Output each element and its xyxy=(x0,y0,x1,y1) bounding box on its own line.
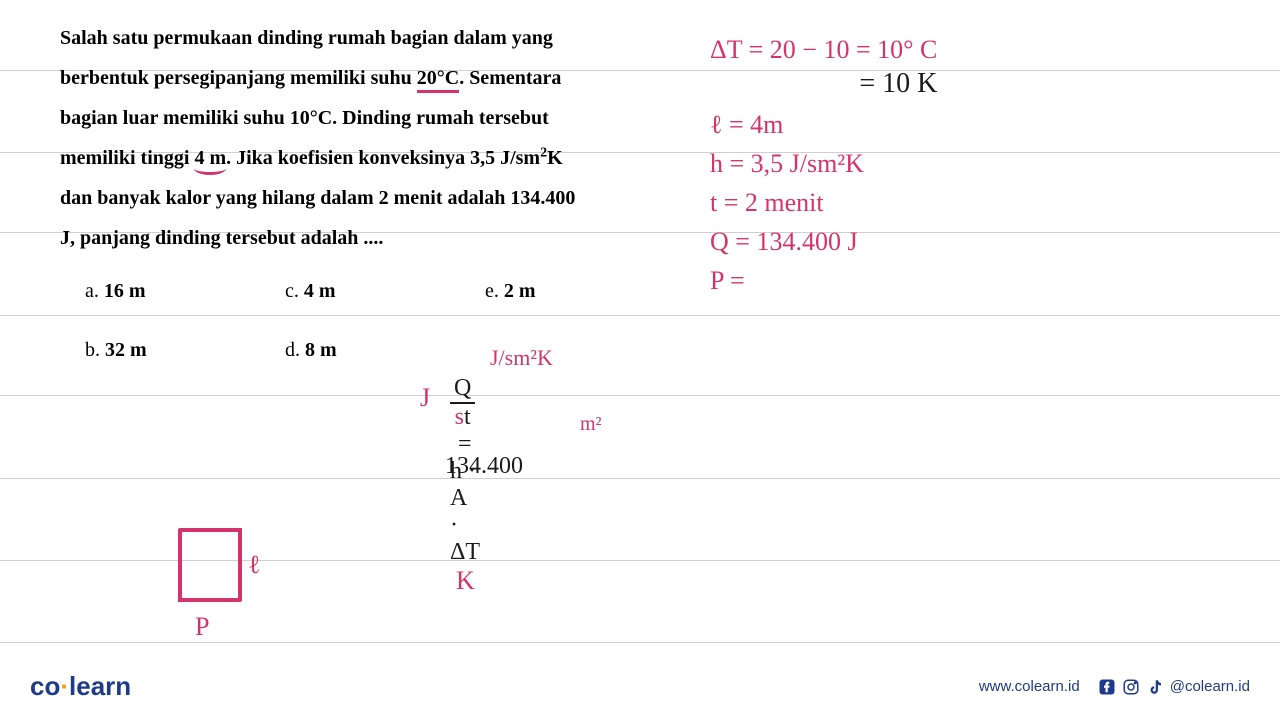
eq-m2: m² xyxy=(580,413,602,436)
q-line-4a: memiliki tinggi xyxy=(60,147,194,169)
eq-j: J xyxy=(420,383,430,413)
instagram-icon xyxy=(1122,678,1140,696)
option-d: d. 8 m xyxy=(285,339,485,362)
q-line-3: bagian luar memiliki suhu 10°C. Dinding … xyxy=(60,107,549,129)
option-c: c. 4 m xyxy=(285,280,485,303)
option-e: e. 2 m xyxy=(485,280,685,303)
q-line-4b: . Jika koefisien konveksinya 3,5 J/sm xyxy=(226,147,540,169)
q-line-2a: berbentuk persegipanjang memiliki suhu xyxy=(60,67,417,89)
note-l: ℓ = 4m xyxy=(710,105,937,144)
note-h: h = 3,5 J/sm²K xyxy=(710,144,937,183)
q-line-1: Salah satu permukaan dinding rumah bagia… xyxy=(60,27,553,49)
eq-val: 134.400 xyxy=(445,453,523,480)
q-line-5: dan banyak kalor yang hilang dalam 2 men… xyxy=(60,187,575,209)
tiktok-icon xyxy=(1146,678,1164,696)
note-q: Q = 134.400 J xyxy=(710,222,937,261)
q-height: 4 m xyxy=(194,147,226,169)
footer: co·learn www.colearn.id @colearn.id xyxy=(30,671,1250,702)
rect-svg xyxy=(170,520,290,650)
eq-unit-top: J/sm²K xyxy=(490,345,553,371)
option-a: a. 16 m xyxy=(85,280,285,303)
eq-fraction: Q st = h · A · ΔT K xyxy=(450,375,480,596)
rectangle-sketch: ℓ P xyxy=(170,520,290,655)
footer-url: www.colearn.id xyxy=(979,678,1080,695)
sketch-l-label: ℓ xyxy=(248,550,260,580)
note-t: t = 2 menit xyxy=(710,183,937,222)
question-text: Salah satu permukaan dinding rumah bagia… xyxy=(60,18,680,258)
q-line-6: J, panjang dinding tersebut adalah .... xyxy=(60,227,383,249)
sketch-p-label: P xyxy=(195,612,209,642)
footer-handle: @colearn.id xyxy=(1170,678,1250,695)
q-line-4c: K xyxy=(547,147,563,169)
note-p: P = xyxy=(710,261,937,300)
note-dt-k: = 10 K xyxy=(710,63,937,105)
facebook-icon xyxy=(1098,678,1116,696)
option-b: b. 32 m xyxy=(85,339,285,362)
answer-options: a. 16 m c. 4 m e. 2 m b. 32 m d. 8 m xyxy=(85,280,685,398)
handwritten-notes: ΔT = 20 − 10 = 10° C = 10 K ℓ = 4m h = 3… xyxy=(710,30,937,300)
q-line-2b: . Sementara xyxy=(459,67,561,89)
footer-right: www.colearn.id @colearn.id xyxy=(979,678,1250,696)
q-temp: 20°C xyxy=(417,67,459,93)
social-icons: @colearn.id xyxy=(1098,678,1250,696)
brand-logo: co·learn xyxy=(30,671,131,702)
